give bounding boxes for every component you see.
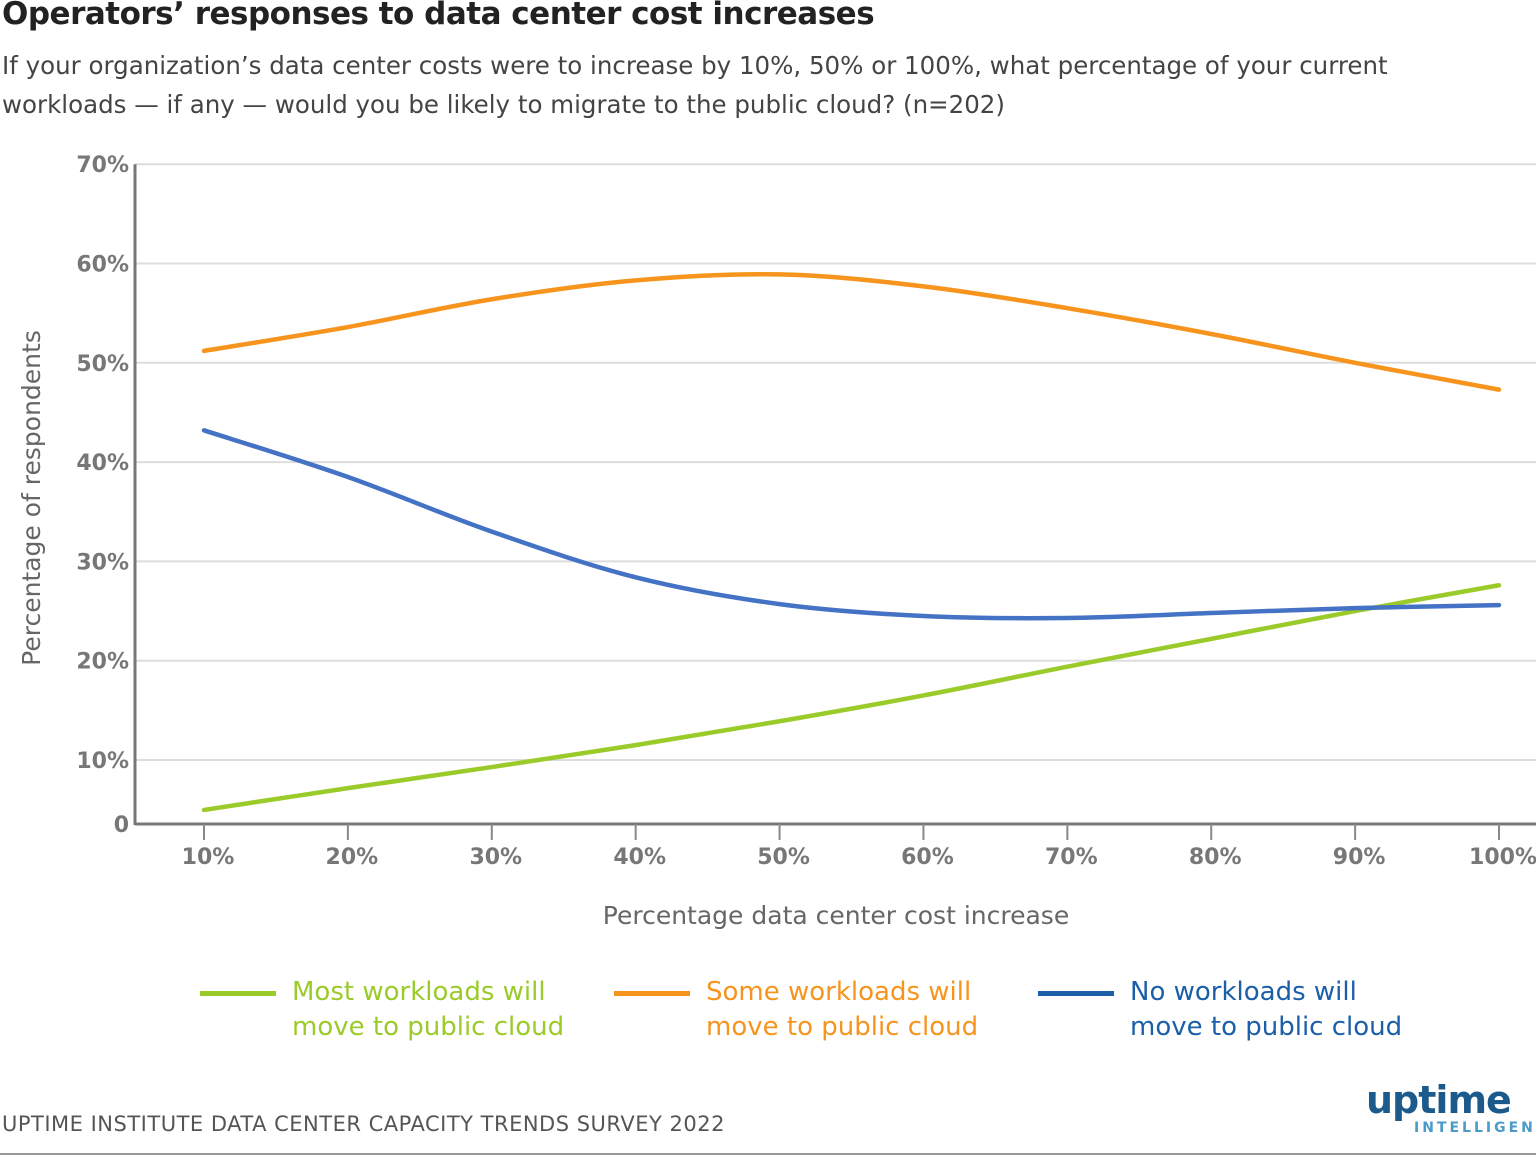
- legend-label: Most workloads will: [292, 977, 546, 1007]
- series-line-0: [201, 582, 1502, 813]
- y-tick-label: 20%: [76, 650, 129, 675]
- x-tick-label: 90%: [1333, 845, 1386, 870]
- x-tick-label: 100%: [1469, 845, 1536, 870]
- y-tick-label: 50%: [76, 352, 129, 377]
- source-note: UPTIME INSTITUTE DATA CENTER CAPACITY TR…: [2, 1112, 725, 1136]
- x-tick-label: 70%: [1045, 845, 1098, 870]
- y-tick-label: 10%: [76, 749, 129, 774]
- x-tick-label: 40%: [613, 845, 666, 870]
- series-line-1: [201, 271, 1502, 392]
- x-tick-label: 80%: [1189, 845, 1242, 870]
- series-line-2: [201, 428, 1502, 621]
- chart-title: Operators’ responses to data center cost…: [2, 0, 875, 32]
- logo-sub: INTELLIGENCE: [1414, 1120, 1536, 1136]
- x-tick-label: 60%: [901, 845, 954, 870]
- legend-label: move to public cloud: [292, 1012, 565, 1042]
- y-tick-label: 0: [114, 813, 129, 838]
- legend-label: move to public cloud: [1130, 1012, 1403, 1042]
- y-tick-label: 30%: [76, 550, 129, 575]
- footer-rule: [0, 1153, 1536, 1155]
- legend-label: No workloads will: [1130, 977, 1357, 1007]
- legend-item-none: No workloads will move to public cloud: [1038, 975, 1403, 1045]
- line-chart: 0 10% 20% 30% 40% 50% 60% 70% 10% 20% 30% 40% 50% 60%…: [17, 153, 1536, 930]
- x-tick-label: 10%: [182, 845, 235, 870]
- legend-swatch: [200, 991, 276, 996]
- uptime-logo: uptime INTELLIGENCE: [1366, 1080, 1536, 1136]
- chart-subtitle: If your organization’s data center costs…: [2, 51, 1388, 119]
- legend-label: move to public cloud: [706, 1012, 979, 1042]
- y-tick-label: 60%: [76, 253, 129, 278]
- y-axis-label: Percentage of respondents: [17, 330, 46, 666]
- x-tick-label: 30%: [469, 845, 522, 870]
- x-tick-label: 20%: [326, 845, 379, 870]
- legend-item-most: Most workloads will move to public cloud: [200, 975, 565, 1045]
- legend-swatch: [1038, 991, 1114, 996]
- legend-swatch: [614, 991, 690, 996]
- y-tick-label: 40%: [76, 451, 129, 476]
- legend-label: Some workloads will: [706, 977, 972, 1007]
- y-tick-label: 70%: [76, 153, 129, 178]
- logo-main: uptime: [1366, 1078, 1512, 1122]
- x-axis-label: Percentage data center cost increase: [603, 901, 1069, 930]
- legend-item-some: Some workloads will move to public cloud: [614, 975, 979, 1045]
- x-tick-label: 50%: [757, 845, 810, 870]
